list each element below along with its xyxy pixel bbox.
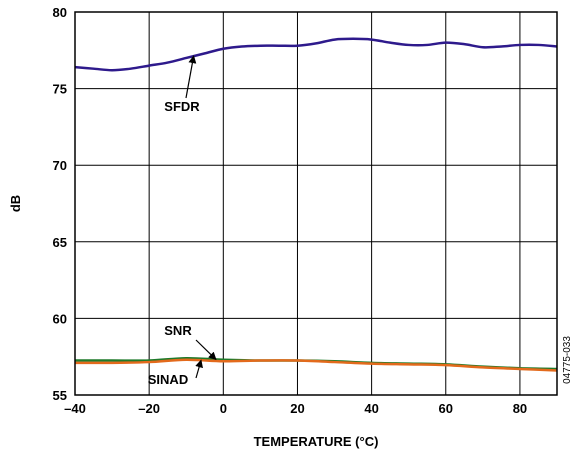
x-tick-label: 0 (220, 401, 227, 416)
y-tick-label: 70 (53, 158, 67, 173)
annotation-label-snr: SNR (164, 323, 192, 338)
series-line-sinad (74, 358, 558, 372)
series-lines (74, 37, 558, 372)
x-tick-label: 60 (439, 401, 453, 416)
x-tick-label: 80 (513, 401, 527, 416)
figure-code: 04775-033 (562, 336, 573, 384)
series-line-sfdr (74, 37, 558, 72)
x-tick-label: 20 (290, 401, 304, 416)
y-tick-label: 60 (53, 311, 67, 326)
annotation-label-sfdr: SFDR (164, 99, 200, 114)
x-tick-label: –20 (138, 401, 160, 416)
y-tick-label: 80 (53, 5, 67, 20)
x-tick-labels: –40 –20 0 20 40 60 80 (64, 401, 527, 416)
y-axis-title: dB (8, 195, 23, 212)
y-tick-labels: 55 60 65 70 75 80 (53, 5, 67, 403)
y-tick-label: 65 (53, 235, 67, 250)
plot-frame (74, 11, 558, 396)
y-tick-label: 75 (53, 82, 67, 97)
annotation-label-sinad: SINAD (148, 372, 188, 387)
y-tick-label: 55 (53, 388, 67, 403)
annotation-arrow-sfdr (185, 55, 197, 99)
x-tick-label: 40 (364, 401, 378, 416)
annotation-arrow-sinad (195, 359, 203, 379)
annotations: SFDR SNR SINAD (148, 55, 217, 387)
grid (74, 11, 557, 396)
x-axis-title: TEMPERATURE (°C) (254, 434, 379, 449)
x-tick-label: –40 (64, 401, 86, 416)
annotation-arrow-snr (195, 339, 217, 361)
